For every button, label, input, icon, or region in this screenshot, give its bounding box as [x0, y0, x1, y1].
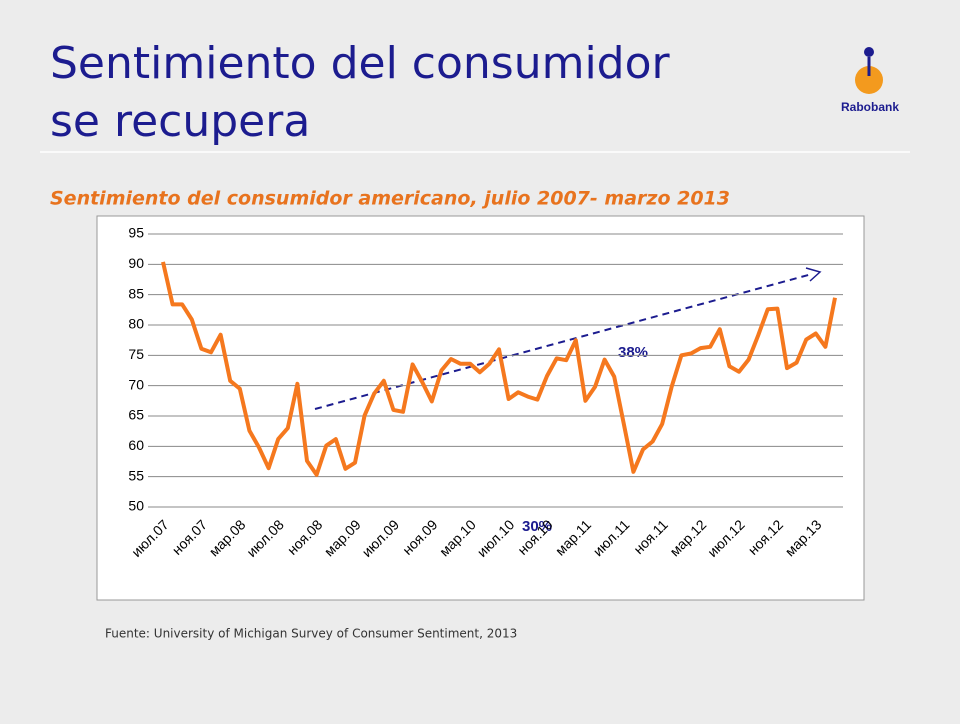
annotation: 30%: [522, 518, 552, 535]
y-tick-label: 80: [128, 316, 144, 332]
subtitle: Sentimiento del consumidor americano, ju…: [50, 188, 730, 210]
y-tick-label: 85: [128, 285, 144, 301]
y-tick-label: 95: [128, 225, 144, 241]
chart-frame: [96, 215, 865, 601]
y-tick-label: 55: [128, 467, 144, 483]
y-tick-label: 70: [128, 376, 144, 392]
y-tick-label: 75: [128, 346, 144, 362]
logo: Rabobank: [841, 47, 899, 114]
y-tick-label: 60: [128, 437, 144, 453]
y-tick-label: 65: [128, 407, 144, 423]
y-tick-label: 90: [128, 255, 144, 271]
logo-text: Rabobank: [841, 100, 899, 114]
title-line: Sentimiento del consumidor se recupera: [50, 38, 671, 147]
arrow-head: [805, 267, 822, 282]
trend-arrow: [314, 273, 813, 410]
y-tick-label: 50: [128, 498, 144, 514]
series-line: [161, 261, 837, 477]
source: Fuente: University of Michigan Survey of…: [105, 627, 517, 641]
annotation: 38%: [618, 344, 648, 361]
